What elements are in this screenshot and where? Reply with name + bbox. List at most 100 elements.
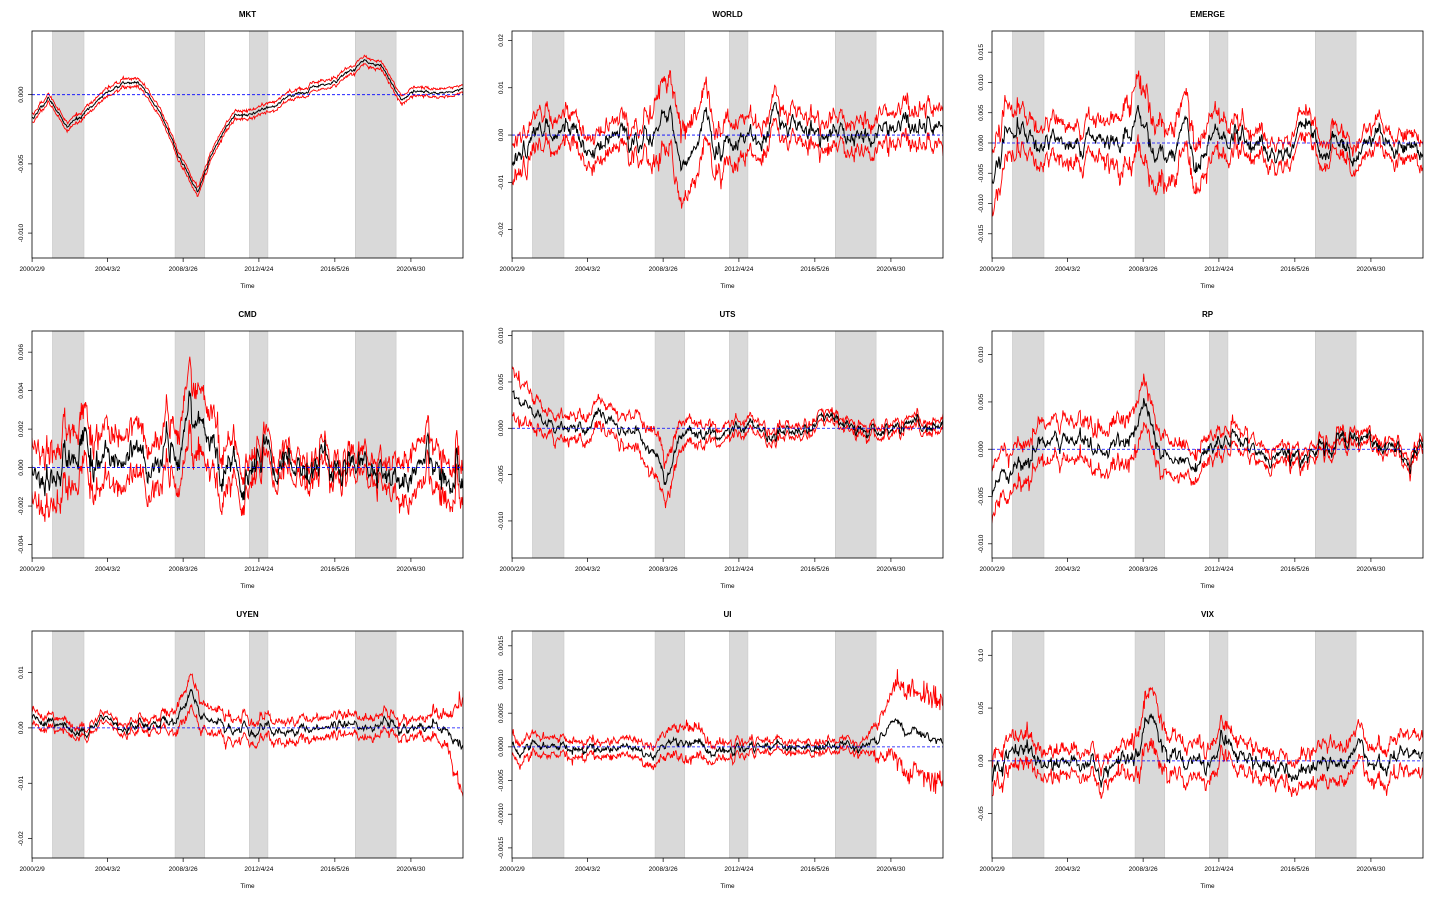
- panel-title: WORLD: [712, 10, 742, 19]
- lower-band-line: [32, 703, 463, 797]
- x-axis-label: Time: [240, 283, 255, 290]
- x-tick-label: 2004/3/2: [1055, 866, 1081, 873]
- panel-emerge: EMERGE 2000/2/9 2004/3/2 2008/3/26 2012/4/24…: [978, 10, 1424, 290]
- shaded-period-4: [1315, 630, 1357, 859]
- x-tick-label: 2020/6/30: [1356, 266, 1385, 273]
- x-tick-label: 2000/2/9: [19, 866, 45, 873]
- x-tick-label: 2016/5/26: [800, 566, 829, 573]
- x-tick-label: 2008/3/26: [1129, 566, 1158, 573]
- shaded-period-1: [532, 330, 565, 559]
- y-tick-label: 0.000: [498, 420, 505, 437]
- shaded-period-4: [835, 330, 877, 559]
- x-tick-label: 2020/6/30: [1356, 566, 1385, 573]
- panel-title: RP: [1202, 310, 1214, 319]
- panel-title: MKT: [239, 10, 256, 19]
- x-tick-label: 2020/6/30: [876, 566, 905, 573]
- x-tick-label: 2020/6/30: [876, 266, 905, 273]
- panel-mkt: MKT 2000/2/9 2004/3/2 2008/3/26 2012/4/24 201…: [18, 10, 464, 290]
- x-tick-label: 2008/3/26: [1129, 266, 1158, 273]
- x-axis-label: Time: [240, 583, 255, 590]
- y-tick-label: 0.006: [18, 344, 25, 361]
- lower-band-line: [992, 737, 1423, 799]
- plot-frame: [511, 30, 944, 259]
- x-tick-label: 2004/3/2: [95, 566, 121, 573]
- y-tick-label: 0.000: [18, 459, 25, 476]
- estimate-line: [992, 398, 1423, 498]
- panel-title: UTS: [720, 310, 737, 319]
- y-tick-label: -0.01: [498, 175, 505, 190]
- x-tick-label: 2004/3/2: [95, 266, 121, 273]
- y-tick-label: 0.01: [18, 666, 25, 679]
- x-axis-label: Time: [720, 283, 735, 290]
- panel-title: EMERGE: [1190, 10, 1225, 19]
- panel-uts: UTS 2000/2/9 2004/3/2 2008/3/26 2012/4/24 201…: [498, 310, 944, 590]
- shaded-period-2: [654, 330, 686, 559]
- y-tick-label: -0.002: [18, 496, 25, 515]
- shaded-period-2: [654, 630, 686, 859]
- y-tick-label: 0.005: [978, 104, 985, 121]
- lower-band-line: [992, 131, 1423, 217]
- plot-frame: [31, 330, 464, 559]
- x-tick-label: 2016/5/26: [320, 566, 349, 573]
- x-tick-label: 2020/6/30: [396, 266, 425, 273]
- x-tick-label: 2016/5/26: [800, 866, 829, 873]
- x-axis-label: Time: [1200, 883, 1215, 890]
- x-tick-label: 2004/3/2: [575, 566, 601, 573]
- lower-band-line: [512, 743, 943, 794]
- y-tick-label: 0.002: [18, 421, 25, 438]
- shaded-period-3: [729, 330, 749, 559]
- upper-band-line: [32, 54, 463, 189]
- y-tick-label: -0.02: [498, 222, 505, 237]
- upper-band-line: [32, 356, 463, 486]
- y-tick-label: 0.000: [978, 134, 985, 151]
- x-tick-label: 2000/2/9: [499, 866, 525, 873]
- x-tick-label: 2012/4/24: [244, 566, 273, 573]
- x-tick-label: 2008/3/26: [649, 866, 678, 873]
- x-tick-label: 2004/3/2: [1055, 266, 1081, 273]
- y-tick-label: 0.00: [498, 128, 505, 141]
- x-axis-label: Time: [720, 583, 735, 590]
- shaded-period-3: [249, 30, 269, 259]
- x-tick-label: 2000/2/9: [19, 566, 45, 573]
- y-tick-label: 0.10: [978, 649, 985, 662]
- y-tick-label: 0.010: [978, 74, 985, 91]
- shaded-period-3: [1209, 330, 1229, 559]
- x-tick-label: 2012/4/24: [724, 266, 753, 273]
- shaded-period-4: [355, 330, 397, 559]
- x-tick-label: 2008/3/26: [169, 566, 198, 573]
- x-tick-label: 2004/3/2: [95, 866, 121, 873]
- shaded-period-1: [1012, 630, 1045, 859]
- y-tick-label: -0.0010: [498, 803, 505, 825]
- x-tick-label: 2020/6/30: [396, 566, 425, 573]
- plot-frame: [31, 630, 464, 859]
- x-tick-label: 2012/4/24: [1204, 866, 1233, 873]
- shaded-period-1: [1012, 330, 1045, 559]
- y-tick-label: -0.005: [18, 154, 25, 173]
- y-tick-label: -0.015: [978, 224, 985, 243]
- x-tick-label: 2008/3/26: [649, 266, 678, 273]
- estimate-line: [992, 104, 1423, 185]
- x-tick-label: 2000/2/9: [979, 566, 1005, 573]
- upper-band-line: [512, 365, 943, 470]
- x-tick-label: 2016/5/26: [320, 866, 349, 873]
- x-axis-label: Time: [240, 883, 255, 890]
- x-tick-label: 2000/2/9: [979, 866, 1005, 873]
- upper-band-line: [992, 70, 1423, 157]
- plot-frame: [991, 30, 1424, 259]
- y-tick-label: 0.015: [978, 44, 985, 61]
- upper-band-line: [512, 69, 943, 148]
- y-tick-label: -0.05: [978, 806, 985, 821]
- panel-title: UYEN: [236, 610, 258, 619]
- y-tick-label: -0.010: [18, 223, 25, 242]
- estimate-line: [512, 717, 943, 761]
- estimate-line: [512, 102, 943, 172]
- panel-title: UI: [724, 610, 732, 619]
- shaded-period-3: [729, 630, 749, 859]
- panel-cmd: CMD 2000/2/9 2004/3/2 2008/3/26 2012/4/24 201…: [18, 310, 464, 590]
- x-tick-label: 2000/2/9: [499, 566, 525, 573]
- x-tick-label: 2016/5/26: [800, 266, 829, 273]
- y-tick-label: 0.05: [978, 701, 985, 714]
- plot-frame: [991, 330, 1424, 559]
- y-tick-label: 0.010: [498, 327, 505, 344]
